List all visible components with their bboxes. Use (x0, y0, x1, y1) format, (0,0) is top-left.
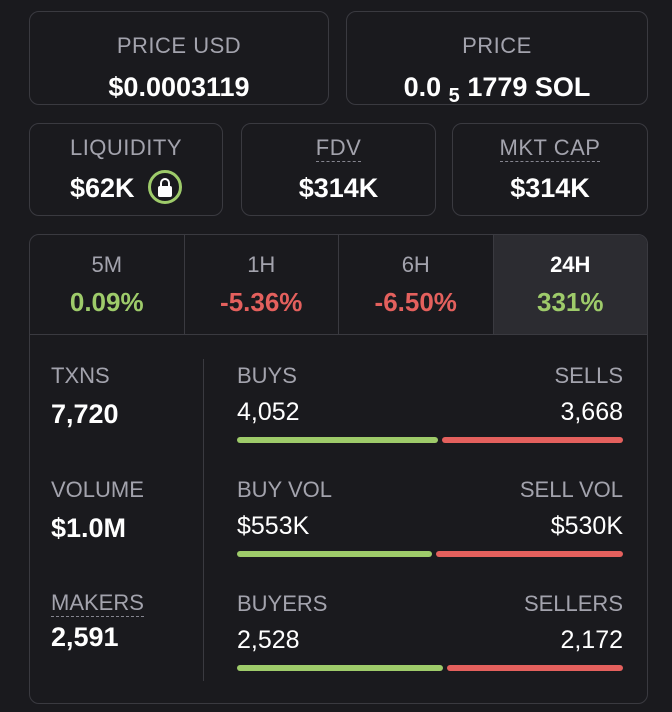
buyers-value: 2,528 (237, 626, 300, 654)
sells-label: SELLS (554, 363, 624, 388)
tab-24h-change: 331% (537, 287, 604, 317)
sell-vol-value: $530K (550, 512, 623, 540)
price-sol-card: PRICE 0.0 5 1779 SOL (346, 11, 648, 107)
tab-6h[interactable]: 6H -6.50% (339, 235, 494, 334)
tab-1h[interactable]: 1H -5.36% (185, 235, 339, 334)
buys-sells-bar (237, 437, 623, 443)
buy-sell-vol-bar (237, 551, 623, 557)
sellers-label: SELLERS (523, 591, 623, 616)
tab-5m-label: 5M (91, 252, 123, 277)
price-sol-prefix: 0.0 (403, 72, 442, 102)
buys-sells-pair: BUYS SELLS 4,052 3,668 (237, 363, 623, 443)
makers-value: 2,591 (51, 622, 119, 652)
sells-bar-fill (441, 437, 623, 443)
sellers-bar-fill (446, 665, 623, 671)
price-usd-value: $0.0003119 (108, 72, 250, 102)
price-sol-zero-count: 5 (448, 85, 460, 107)
buyers-sellers-bar (237, 665, 623, 671)
price-sol-label: PRICE (462, 33, 532, 58)
buy-vol-value: $553K (237, 512, 310, 540)
volume-value: $1.0M (51, 513, 127, 543)
tab-24h[interactable]: 24H 331% (493, 235, 647, 334)
mkt-cap-value: $314K (510, 173, 590, 203)
buyers-sellers-pair: BUYERS SELLERS 2,528 2,172 (237, 591, 623, 671)
buyers-bar-fill (237, 665, 443, 671)
tab-5m-change: 0.09% (69, 287, 144, 317)
price-usd-card: PRICE USD $0.0003119 (29, 11, 329, 105)
price-sol-suffix: 1779 SOL (467, 72, 591, 102)
mkt-cap-card: MKT CAP $314K (452, 123, 648, 216)
fdv-value: $314K (298, 173, 379, 203)
buys-value: 4,052 (237, 398, 300, 426)
buys-bar-fill (237, 437, 438, 443)
sellers-value: 2,172 (560, 626, 623, 654)
sells-value: 3,668 (560, 398, 623, 426)
buy-sell-vol-pair: BUY VOL SELL VOL $553K $530K (237, 477, 623, 557)
sell-vol-label: SELL VOL (519, 477, 623, 502)
fdv-label[interactable]: FDV (315, 135, 362, 162)
buy-vol-label: BUY VOL (237, 477, 332, 502)
tab-5m[interactable]: 5M 0.09% (30, 235, 185, 334)
txns-value: 7,720 (51, 399, 119, 429)
buys-label: BUYS (237, 363, 297, 388)
stats-panel: 5M 0.09% 1H -5.36% 6H -6.50% 24H 331% TX… (29, 234, 648, 704)
mkt-cap-label[interactable]: MKT CAP (499, 135, 601, 162)
tab-6h-label: 6H (401, 252, 430, 277)
tab-24h-label: 24H (550, 252, 591, 277)
tab-6h-change: -6.50% (374, 287, 457, 317)
liquidity-value: $62K (69, 173, 135, 204)
liquidity-card: LIQUIDITY $62K (29, 123, 223, 216)
price-usd-label: PRICE USD (116, 33, 242, 58)
volume-stat: VOLUME $1.0M (51, 477, 144, 544)
makers-label[interactable]: MAKERS (51, 590, 144, 617)
timeframe-tabs: 5M 0.09% 1H -5.36% 6H -6.50% 24H 331% (30, 235, 647, 335)
buy-vol-bar-fill (237, 551, 433, 557)
liquidity-lock-icon[interactable] (148, 170, 183, 204)
fdv-card: FDV $314K (241, 123, 436, 216)
liquidity-value-row: $62K (30, 170, 222, 207)
liquidity-label: LIQUIDITY (69, 135, 183, 160)
tab-1h-change: -5.36% (220, 287, 303, 317)
txns-stat: TXNS 7,720 (51, 363, 119, 430)
buyers-label: BUYERS (237, 591, 328, 616)
column-divider (203, 359, 204, 681)
txns-label: TXNS (51, 363, 110, 388)
volume-label: VOLUME (51, 477, 144, 502)
makers-stat: MAKERS 2,591 (51, 590, 144, 653)
price-sol-value: 0.0 5 1779 SOL (347, 72, 647, 107)
tab-1h-label: 1H (247, 252, 276, 277)
sell-vol-bar-fill (436, 551, 623, 557)
